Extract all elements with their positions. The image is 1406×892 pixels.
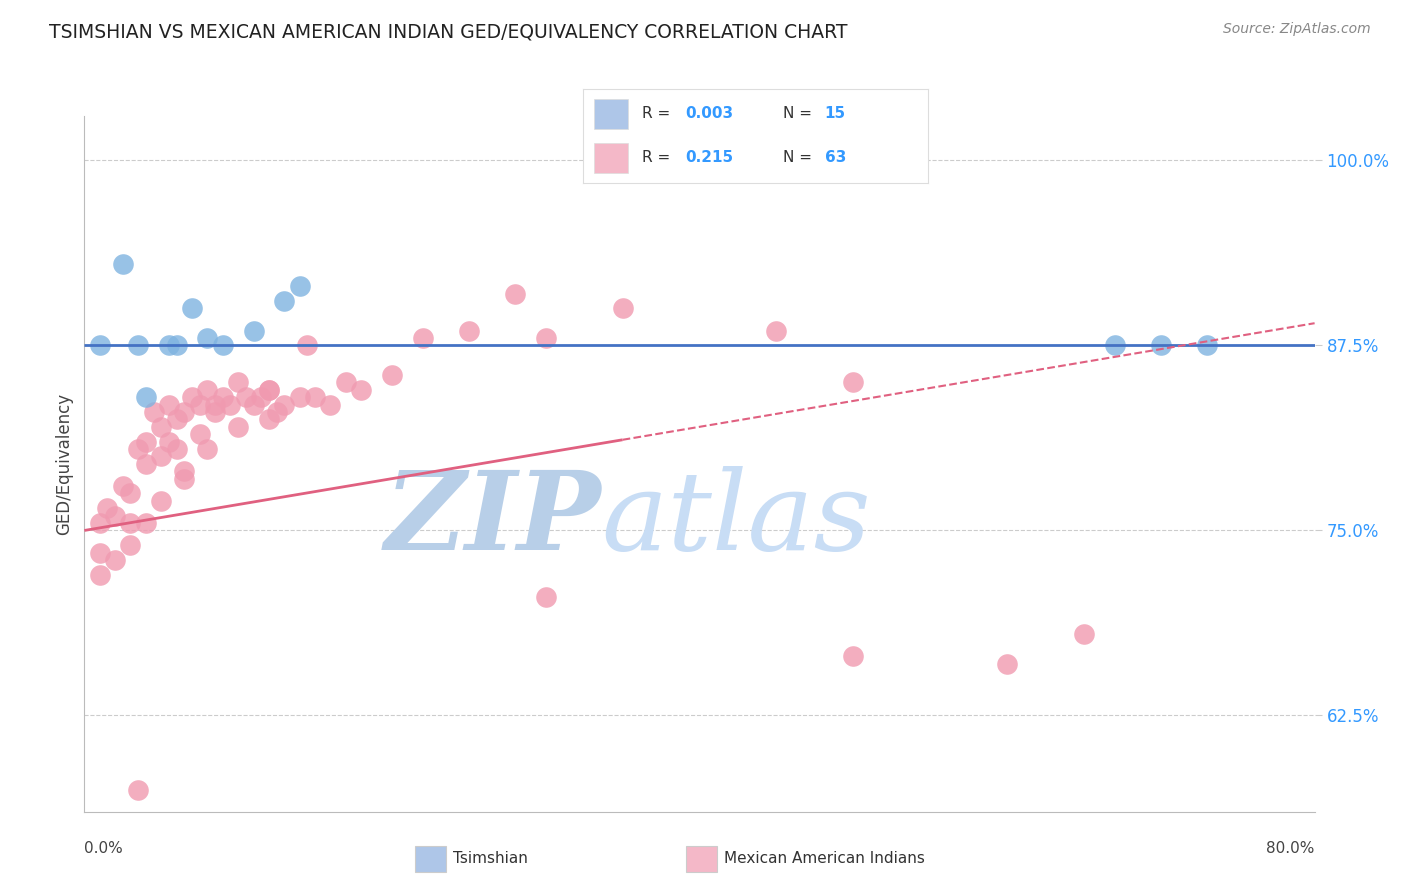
- Point: [1104, 338, 1126, 352]
- Text: R =: R =: [643, 106, 675, 121]
- Point: [104, 553, 127, 567]
- Y-axis label: GED/Equivalency: GED/Equivalency: [55, 392, 73, 535]
- Point: [765, 324, 787, 338]
- Point: [297, 338, 319, 352]
- Point: [120, 486, 142, 500]
- Point: [266, 405, 288, 419]
- Point: [534, 590, 557, 604]
- Point: [288, 279, 311, 293]
- Text: ZIP: ZIP: [384, 466, 602, 574]
- Point: [181, 301, 204, 316]
- Text: N =: N =: [783, 106, 817, 121]
- Point: [319, 398, 342, 412]
- Point: [120, 538, 142, 552]
- Point: [188, 398, 211, 412]
- Point: [135, 434, 157, 449]
- Point: [89, 516, 111, 530]
- Point: [166, 412, 188, 426]
- Point: [166, 442, 188, 456]
- Point: [166, 338, 188, 352]
- Text: atlas: atlas: [602, 466, 870, 574]
- Point: [197, 383, 219, 397]
- Point: [1073, 627, 1095, 641]
- Point: [127, 442, 149, 456]
- Point: [842, 649, 865, 664]
- Point: [204, 398, 226, 412]
- Point: [211, 338, 233, 352]
- Text: 15: 15: [824, 106, 846, 121]
- Point: [412, 331, 434, 345]
- Point: [173, 464, 195, 478]
- Text: Tsimshian: Tsimshian: [453, 852, 527, 866]
- Point: [257, 383, 280, 397]
- Point: [157, 434, 180, 449]
- Point: [150, 420, 173, 434]
- Point: [197, 331, 219, 345]
- Point: [226, 420, 249, 434]
- Point: [127, 338, 149, 352]
- Point: [204, 405, 226, 419]
- FancyBboxPatch shape: [593, 98, 628, 129]
- Text: 80.0%: 80.0%: [1267, 841, 1315, 856]
- Point: [89, 338, 111, 352]
- Point: [157, 338, 180, 352]
- Point: [304, 390, 326, 404]
- Text: TSIMSHIAN VS MEXICAN AMERICAN INDIAN GED/EQUIVALENCY CORRELATION CHART: TSIMSHIAN VS MEXICAN AMERICAN INDIAN GED…: [49, 22, 848, 41]
- FancyBboxPatch shape: [593, 143, 628, 173]
- Text: 0.0%: 0.0%: [84, 841, 124, 856]
- Point: [457, 324, 479, 338]
- Point: [273, 398, 295, 412]
- Point: [242, 398, 264, 412]
- Point: [1150, 338, 1173, 352]
- Point: [135, 390, 157, 404]
- Point: [211, 390, 233, 404]
- Text: N =: N =: [783, 150, 817, 165]
- Point: [1195, 338, 1218, 352]
- Point: [995, 657, 1018, 671]
- Point: [273, 293, 295, 308]
- Point: [120, 516, 142, 530]
- Point: [111, 479, 134, 493]
- Text: Source: ZipAtlas.com: Source: ZipAtlas.com: [1223, 22, 1371, 37]
- Point: [96, 501, 118, 516]
- Text: Mexican American Indians: Mexican American Indians: [724, 852, 925, 866]
- Point: [104, 508, 127, 523]
- Point: [350, 383, 373, 397]
- Point: [135, 516, 157, 530]
- Point: [173, 472, 195, 486]
- Point: [181, 390, 204, 404]
- Point: [197, 442, 219, 456]
- Point: [288, 390, 311, 404]
- Point: [335, 376, 357, 390]
- Text: R =: R =: [643, 150, 675, 165]
- Point: [111, 257, 134, 271]
- Point: [89, 546, 111, 560]
- Text: 0.215: 0.215: [685, 150, 734, 165]
- Point: [534, 331, 557, 345]
- Point: [89, 567, 111, 582]
- Point: [257, 383, 280, 397]
- Point: [226, 376, 249, 390]
- Point: [173, 405, 195, 419]
- Text: 0.003: 0.003: [685, 106, 734, 121]
- Point: [503, 286, 526, 301]
- Point: [235, 390, 257, 404]
- Point: [135, 457, 157, 471]
- Point: [242, 324, 264, 338]
- Point: [842, 376, 865, 390]
- Point: [127, 782, 149, 797]
- Point: [150, 493, 173, 508]
- Point: [142, 405, 165, 419]
- Point: [257, 412, 280, 426]
- Point: [381, 368, 404, 382]
- Text: 63: 63: [824, 150, 846, 165]
- Point: [150, 450, 173, 464]
- Point: [188, 427, 211, 442]
- Point: [250, 390, 273, 404]
- Point: [612, 301, 634, 316]
- Point: [219, 398, 242, 412]
- Point: [157, 398, 180, 412]
